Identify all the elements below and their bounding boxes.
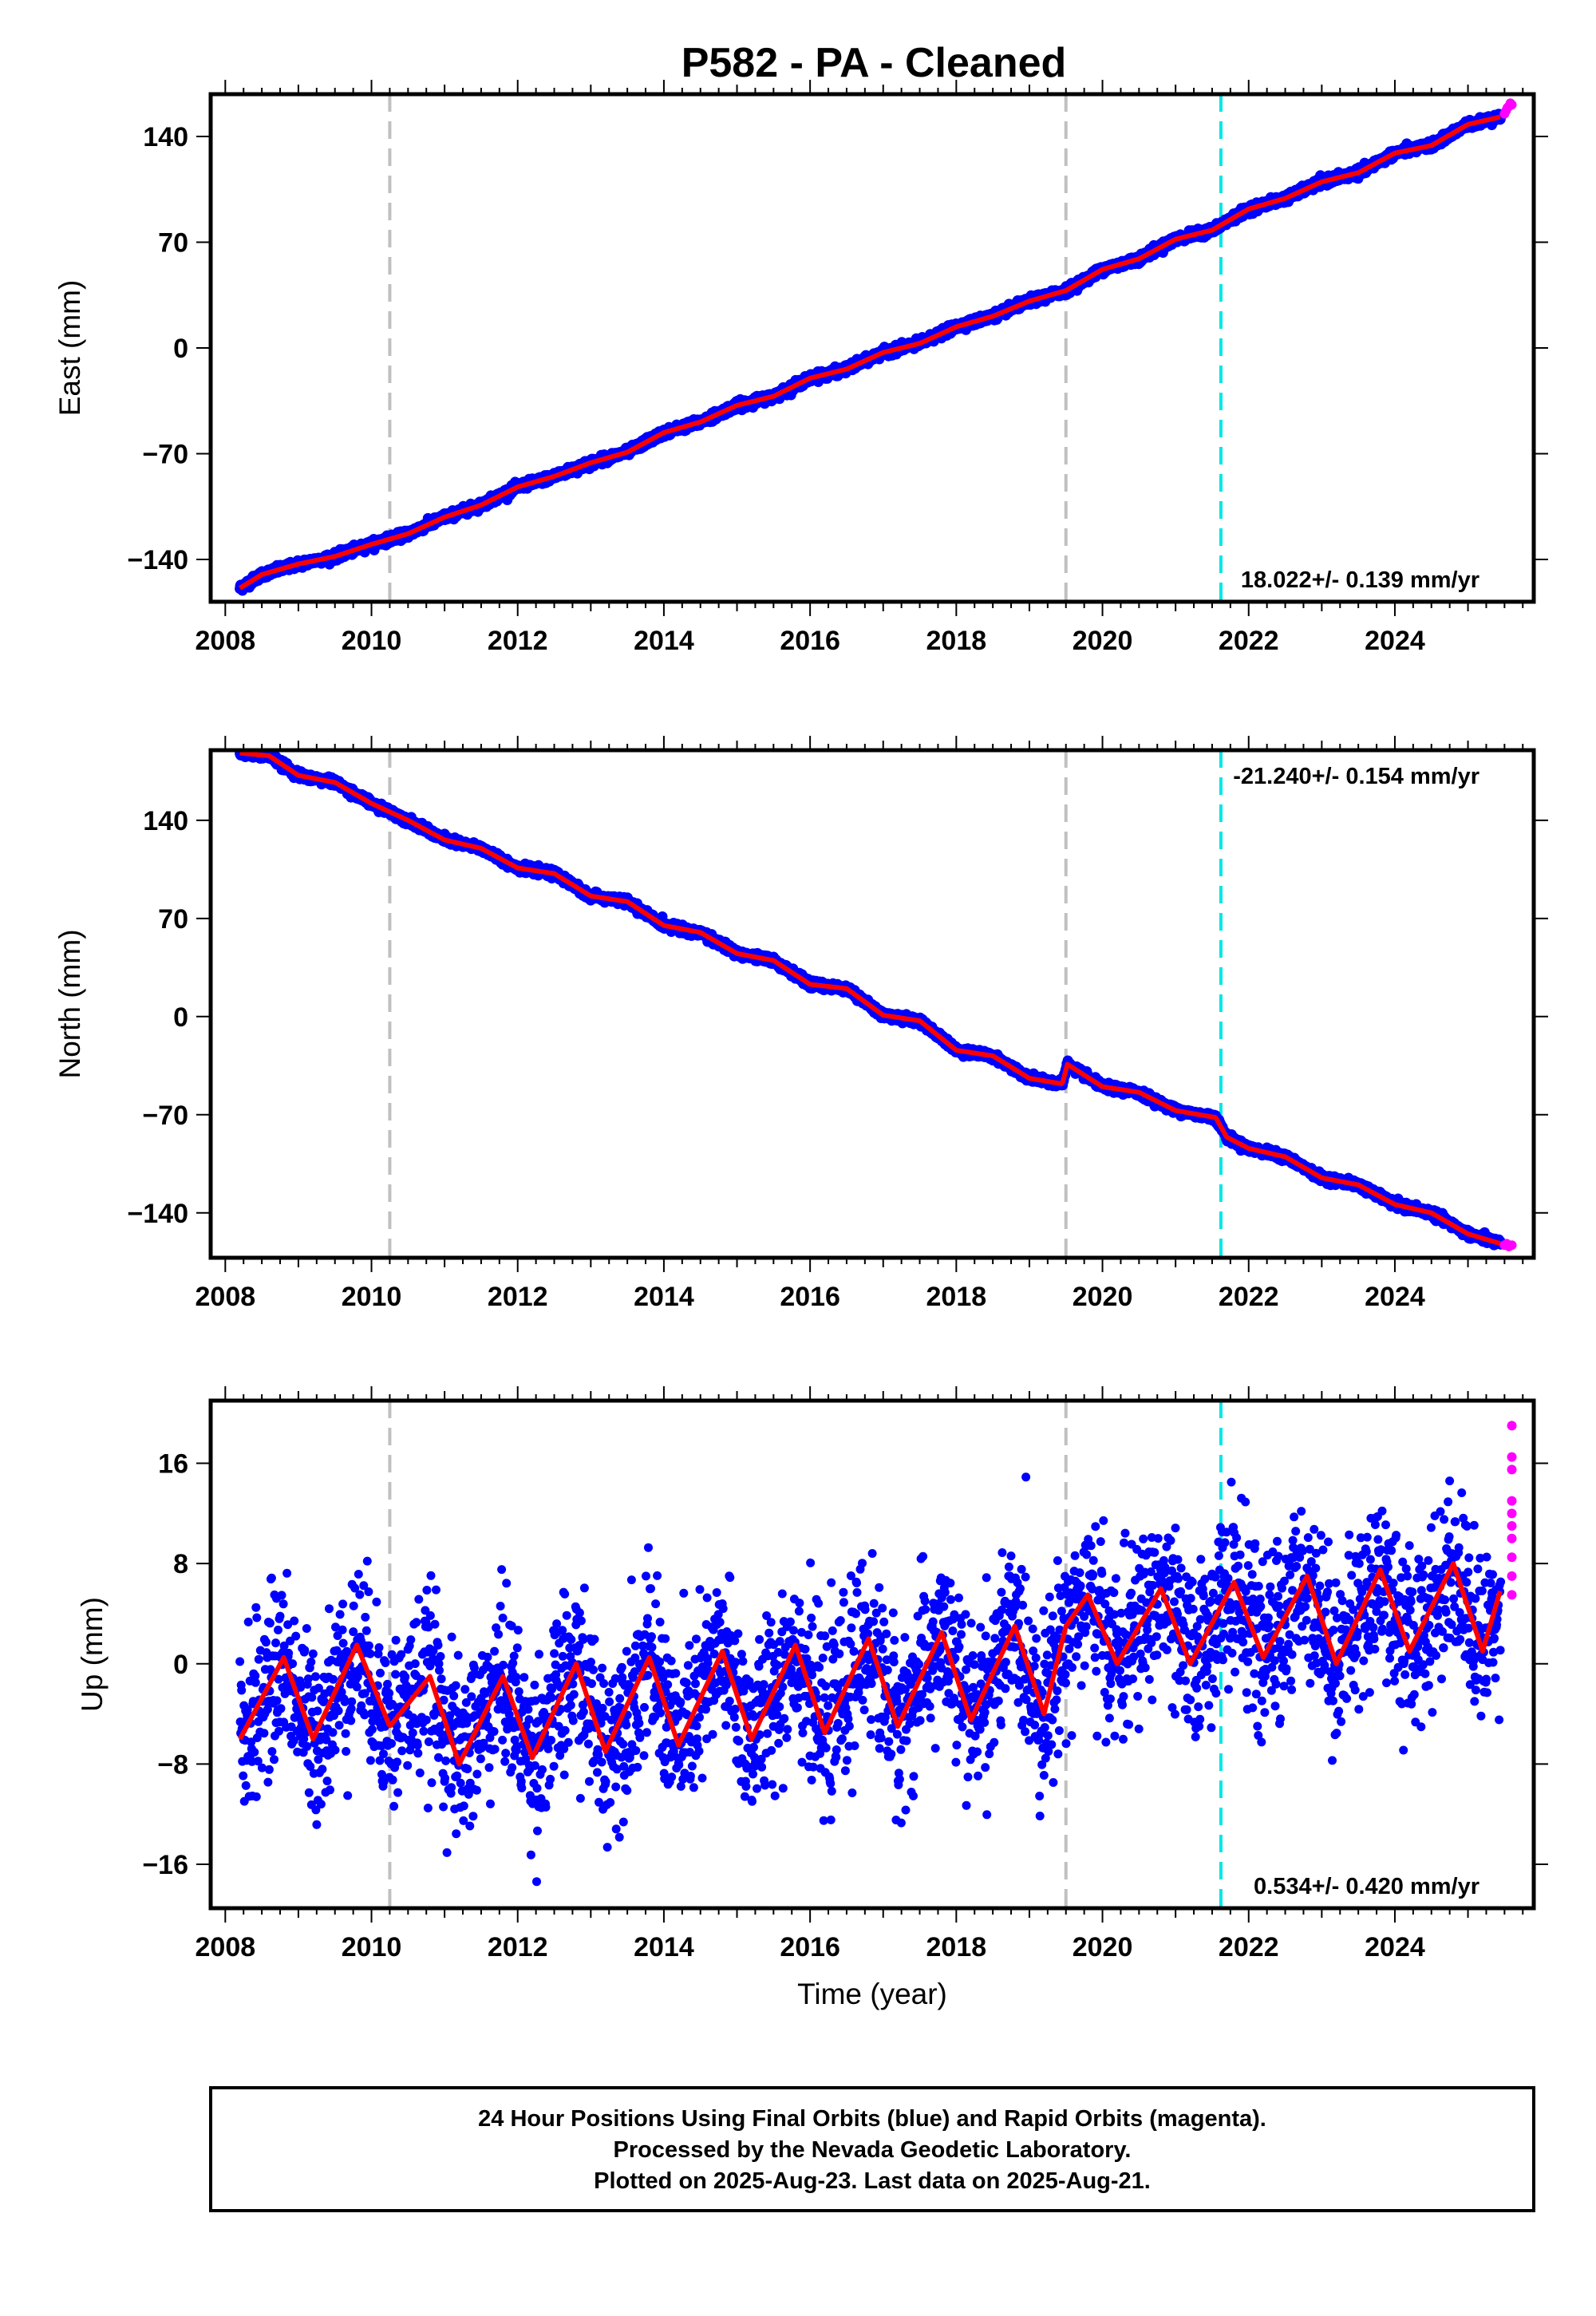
up-panel: 2008 2010 2012 2014 2016 2018 2020 2022 2024 −16 −… xyxy=(76,1386,1548,2010)
north-xtick-label: 2022 xyxy=(1219,1282,1279,1312)
north-ytick-label: 140 xyxy=(143,806,188,836)
east-rate-label: 18.022+/- 0.139 mm/yr xyxy=(1241,567,1479,593)
up-rapid-point xyxy=(1507,1533,1517,1543)
footer-line-1: 24 Hour Positions Using Final Orbits (bl… xyxy=(478,2106,1266,2132)
up-ytick-label: −8 xyxy=(157,1749,188,1780)
up-rapid-point xyxy=(1507,1590,1517,1600)
east-xtick-label: 2014 xyxy=(634,626,694,656)
north-plot-area xyxy=(235,750,1517,1251)
up-ytick-label: 8 xyxy=(173,1549,188,1579)
up-xtick-label: 2014 xyxy=(634,1932,694,1962)
north-xtick-label: 2020 xyxy=(1073,1282,1133,1312)
east-axis-label: East (mm) xyxy=(53,280,86,417)
up-rapid-point xyxy=(1507,1571,1517,1581)
footer-line-3: Plotted on 2025-Aug-23. Last data on 202… xyxy=(594,2168,1151,2194)
east-xtick-label: 2020 xyxy=(1073,626,1133,656)
north-rapid-point xyxy=(1507,1240,1517,1251)
east-rapid-point xyxy=(1507,100,1517,110)
up-xtick-label: 2024 xyxy=(1365,1932,1425,1962)
east-xtick-label: 2008 xyxy=(196,626,256,656)
north-ytick-label: −70 xyxy=(142,1101,188,1131)
east-plot-area xyxy=(235,98,1517,596)
up-model-line xyxy=(237,1561,1503,1767)
north-frame xyxy=(208,748,1536,1260)
east-ytick-label: 140 xyxy=(143,122,188,152)
east-xtick-label: 2012 xyxy=(488,626,548,656)
east-ytick-label: −70 xyxy=(142,440,188,470)
north-xtick-label: 2008 xyxy=(196,1282,256,1312)
up-rapid-points xyxy=(1507,1421,1517,1600)
north-xtick-label: 2014 xyxy=(634,1282,694,1312)
up-axis-label: Up (mm) xyxy=(76,1597,109,1712)
east-ytick-label: 0 xyxy=(173,334,188,364)
north-model-line xyxy=(239,750,1501,1247)
up-plot-area xyxy=(235,1421,1517,1887)
up-xtick-label: 2020 xyxy=(1073,1932,1133,1962)
up-rapid-point xyxy=(1507,1508,1517,1519)
north-xtick-label: 2016 xyxy=(780,1282,840,1312)
up-rapid-point xyxy=(1507,1552,1517,1563)
north-ytick-label: 70 xyxy=(158,904,188,935)
footer-line-2: Processed by the Nevada Geodetic Laborat… xyxy=(614,2137,1132,2163)
up-xtick-label: 2016 xyxy=(780,1932,840,1962)
up-xtick-label: 2010 xyxy=(342,1932,402,1962)
north-rapid-points xyxy=(1499,1239,1517,1251)
north-ytick-label: −140 xyxy=(127,1199,188,1229)
east-xtick-label: 2016 xyxy=(780,626,840,656)
up-ytick-label: 16 xyxy=(158,1449,188,1480)
up-xtick-label: 2018 xyxy=(926,1932,987,1962)
north-rate-label: -21.240+/- 0.154 mm/yr xyxy=(1233,764,1479,789)
north-xtick-label: 2010 xyxy=(342,1282,402,1312)
north-axis-label: North (mm) xyxy=(53,929,86,1078)
north-ytick-label: 0 xyxy=(173,1002,188,1033)
up-rapid-point xyxy=(1507,1421,1517,1431)
up-xaxis-label: Time (year) xyxy=(797,1978,947,2010)
up-xtick-label: 2012 xyxy=(488,1932,548,1962)
up-xtick-label: 2008 xyxy=(196,1932,256,1962)
east-ytick-label: 70 xyxy=(158,228,188,259)
east-panel: 2008 2010 2012 2014 2016 2018 2020 2022 2024 −140… xyxy=(53,80,1548,656)
north-xtick-label: 2024 xyxy=(1365,1282,1425,1312)
up-ytick-label: −16 xyxy=(142,1850,188,1880)
up-frame xyxy=(208,1398,1536,1911)
up-rapid-point xyxy=(1507,1496,1517,1506)
east-model-line xyxy=(238,114,1501,591)
chart-title: P582 - PA - Cleaned xyxy=(681,40,1067,86)
up-ytick-label: 0 xyxy=(173,1650,188,1680)
east-xtick-label: 2024 xyxy=(1365,626,1425,656)
east-final-points xyxy=(235,109,1507,596)
east-rapid-points xyxy=(1499,98,1517,119)
up-rapid-point xyxy=(1507,1452,1517,1462)
east-xtick-label: 2022 xyxy=(1219,626,1279,656)
up-rate-label: 0.534+/- 0.420 mm/yr xyxy=(1254,1874,1479,1899)
footer-box: 24 Hour Positions Using Final Orbits (bl… xyxy=(209,2086,1535,2212)
north-panel: 2008 2010 2012 2014 2016 2018 2020 2022 2024 −140… xyxy=(53,736,1548,1312)
up-rapid-point xyxy=(1507,1464,1517,1475)
north-xtick-label: 2018 xyxy=(926,1282,987,1312)
east-xtick-label: 2018 xyxy=(926,626,987,656)
up-xtick-label: 2022 xyxy=(1219,1932,1279,1962)
north-xtick-label: 2012 xyxy=(488,1282,548,1312)
east-ytick-label: −140 xyxy=(127,545,188,575)
up-rapid-point xyxy=(1507,1521,1517,1531)
east-xtick-label: 2010 xyxy=(342,626,402,656)
